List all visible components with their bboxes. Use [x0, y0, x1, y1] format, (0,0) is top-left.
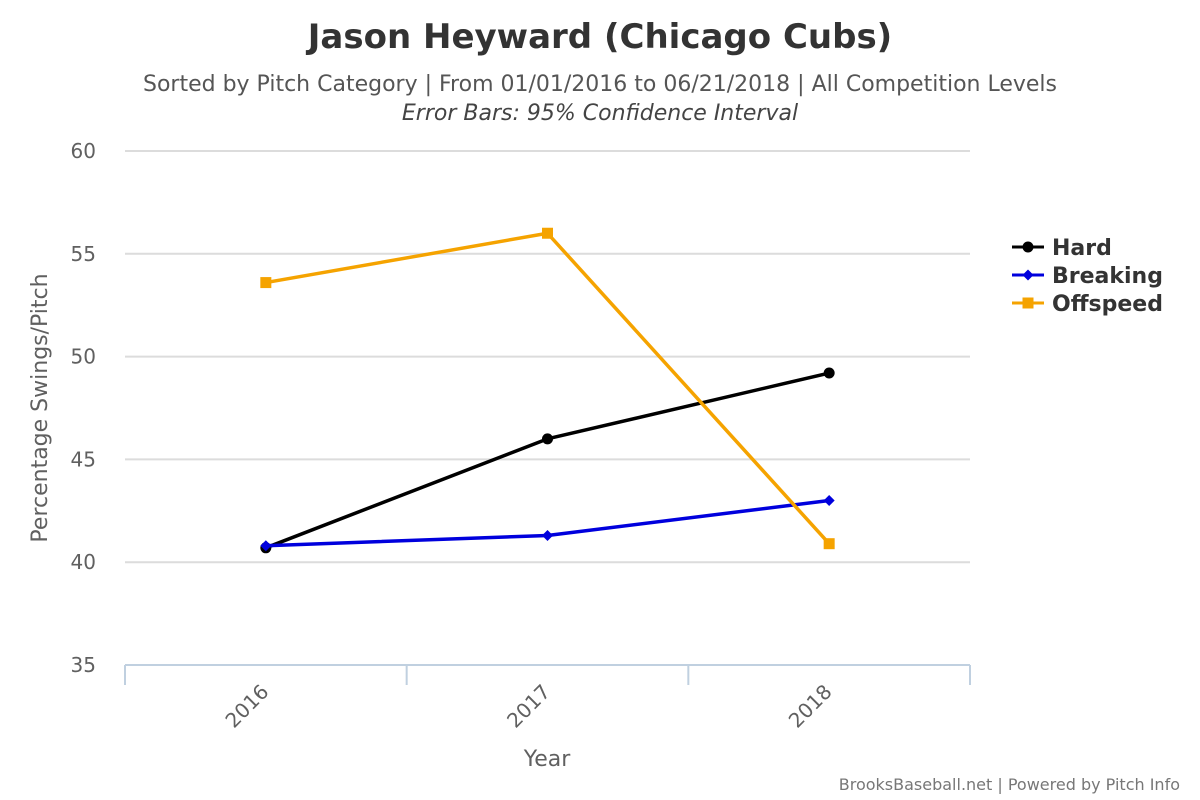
gridlines	[125, 150, 970, 564]
data-point-breaking[interactable]	[260, 540, 272, 552]
y-tick-label: 55	[71, 242, 96, 266]
series-offspeed	[260, 227, 835, 550]
y-axis-title: Percentage Swings/Pitch	[28, 273, 53, 542]
legend-label: Hard	[1052, 236, 1112, 261]
x-axis	[124, 664, 971, 685]
legend-marker	[1022, 241, 1034, 253]
data-point-breaking[interactable]	[542, 529, 553, 541]
legend-marker	[1022, 269, 1034, 281]
y-tick-label: 45	[71, 447, 96, 471]
data-point-offspeed[interactable]	[542, 227, 553, 239]
y-axis-ticks: 35 40 45 50 55 60	[71, 139, 96, 677]
chart-subtitle: Sorted by Pitch Category | From 01/01/20…	[143, 72, 1057, 97]
data-point-hard[interactable]	[542, 433, 553, 445]
x-axis-title: Year	[523, 747, 572, 772]
x-tick-label: 2017	[502, 680, 555, 733]
data-point-offspeed[interactable]	[260, 277, 272, 289]
legend-marker	[1022, 297, 1034, 309]
y-tick-label: 50	[71, 345, 96, 369]
legend-item-hard[interactable]: Hard	[1012, 236, 1112, 261]
series-hard	[260, 367, 835, 554]
credits[interactable]: BrooksBaseball.net | Powered by Pitch In…	[839, 775, 1180, 794]
y-tick-label: 60	[71, 139, 96, 163]
x-tick-label: 2018	[784, 680, 837, 733]
data-point-breaking[interactable]	[823, 495, 835, 507]
series-breaking	[260, 495, 835, 552]
series-line-offspeed[interactable]	[265, 231, 831, 545]
y-tick-label: 35	[71, 653, 96, 677]
chart-title: Jason Heyward (Chicago Cubs)	[306, 17, 892, 57]
series-group	[260, 227, 835, 554]
chart-note: Error Bars: 95% Confidence Interval	[402, 101, 798, 126]
data-point-offspeed[interactable]	[823, 538, 835, 550]
legend-item-breaking[interactable]: Breaking	[1012, 264, 1163, 289]
legend-item-offspeed[interactable]: Offspeed	[1012, 292, 1163, 317]
series-line-hard[interactable]	[265, 371, 830, 550]
data-point-hard[interactable]	[823, 367, 835, 379]
y-tick-label: 40	[71, 550, 96, 574]
legend[interactable]: Hard Breaking Offspeed	[1012, 236, 1163, 317]
x-axis-ticks: 2016 2017 2018	[220, 680, 836, 733]
x-tick-label: 2016	[220, 680, 273, 733]
legend-label: Offspeed	[1052, 292, 1163, 317]
legend-label: Breaking	[1052, 264, 1163, 289]
